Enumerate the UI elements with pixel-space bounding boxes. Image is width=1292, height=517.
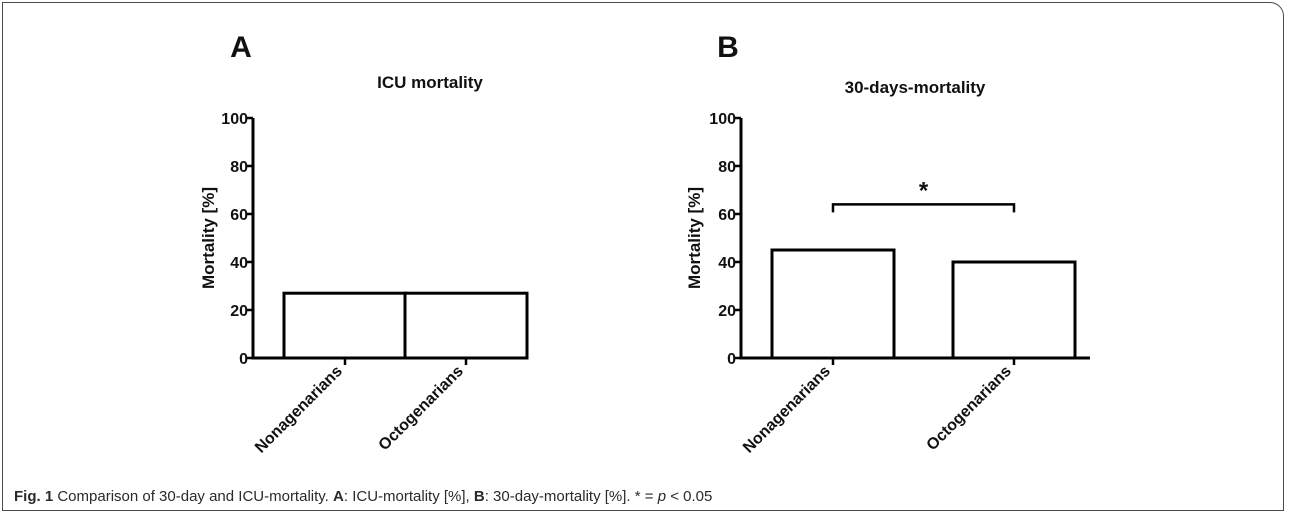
caption-text-3: : 30-day-mortality [%]. * = (484, 488, 658, 505)
y-axis-label: Mortality [%] (685, 187, 704, 289)
x-tick-label-octogenarians: Octogenarians (376, 363, 467, 454)
y-tick-label-0: 0 (239, 351, 248, 368)
y-tick-label-0: 0 (727, 351, 736, 368)
caption-text-4: < 0.05 (666, 488, 713, 505)
y-tick-label-80: 80 (718, 159, 736, 176)
caption-text-1: Comparison of 30-day and ICU-mortality. (53, 488, 334, 505)
caption-text-2: : ICU-mortality [%], (343, 488, 474, 505)
y-tick-label-20: 20 (230, 303, 248, 320)
caption-label-b: B (473, 488, 485, 505)
x-tick-label-nonagenarians: Nonagenarians (252, 363, 346, 457)
panel-letter: A (230, 31, 252, 64)
bar-nonagenarians (770, 248, 896, 360)
figure-frame (2, 2, 1284, 511)
y-axis-label: Mortality [%] (199, 187, 218, 289)
caption-fig-label: Fig. 1 (14, 488, 54, 505)
chart-title: 30-days-mortality (845, 78, 986, 97)
panel-letter: B (717, 31, 739, 64)
x-tick-label-octogenarians: Octogenarians (924, 363, 1015, 454)
y-tick-label-40: 40 (230, 255, 248, 272)
y-tick-label-100: 100 (221, 111, 248, 128)
chart-title: ICU mortality (377, 73, 483, 92)
bar-nonagenarians (282, 291, 408, 360)
y-tick-label-60: 60 (718, 207, 736, 224)
caption-p-symbol: p (657, 488, 667, 505)
figure-caption: Fig. 1 Comparison of 30-day and ICU-mort… (14, 488, 712, 505)
y-tick-label-40: 40 (718, 255, 736, 272)
y-tick-label-20: 20 (718, 303, 736, 320)
y-tick-label-60: 60 (230, 207, 248, 224)
chart-panel-a: A ICU mortality Mortality [%] 0 20 40 60 80 100 N… (199, 31, 529, 457)
bar-octogenarians (403, 291, 529, 360)
significance-label: * (919, 177, 929, 204)
y-tick-label-80: 80 (230, 159, 248, 176)
chart-panel-b: B 30-days-mortality Mortality [%] 0 20 40 60 80… (685, 31, 1090, 457)
bar-octogenarians (951, 260, 1077, 360)
caption-label-a: A (333, 488, 344, 505)
y-tick-label-100: 100 (709, 111, 736, 128)
significance-bracket (831, 203, 1016, 213)
x-tick-label-nonagenarians: Nonagenarians (740, 363, 834, 457)
